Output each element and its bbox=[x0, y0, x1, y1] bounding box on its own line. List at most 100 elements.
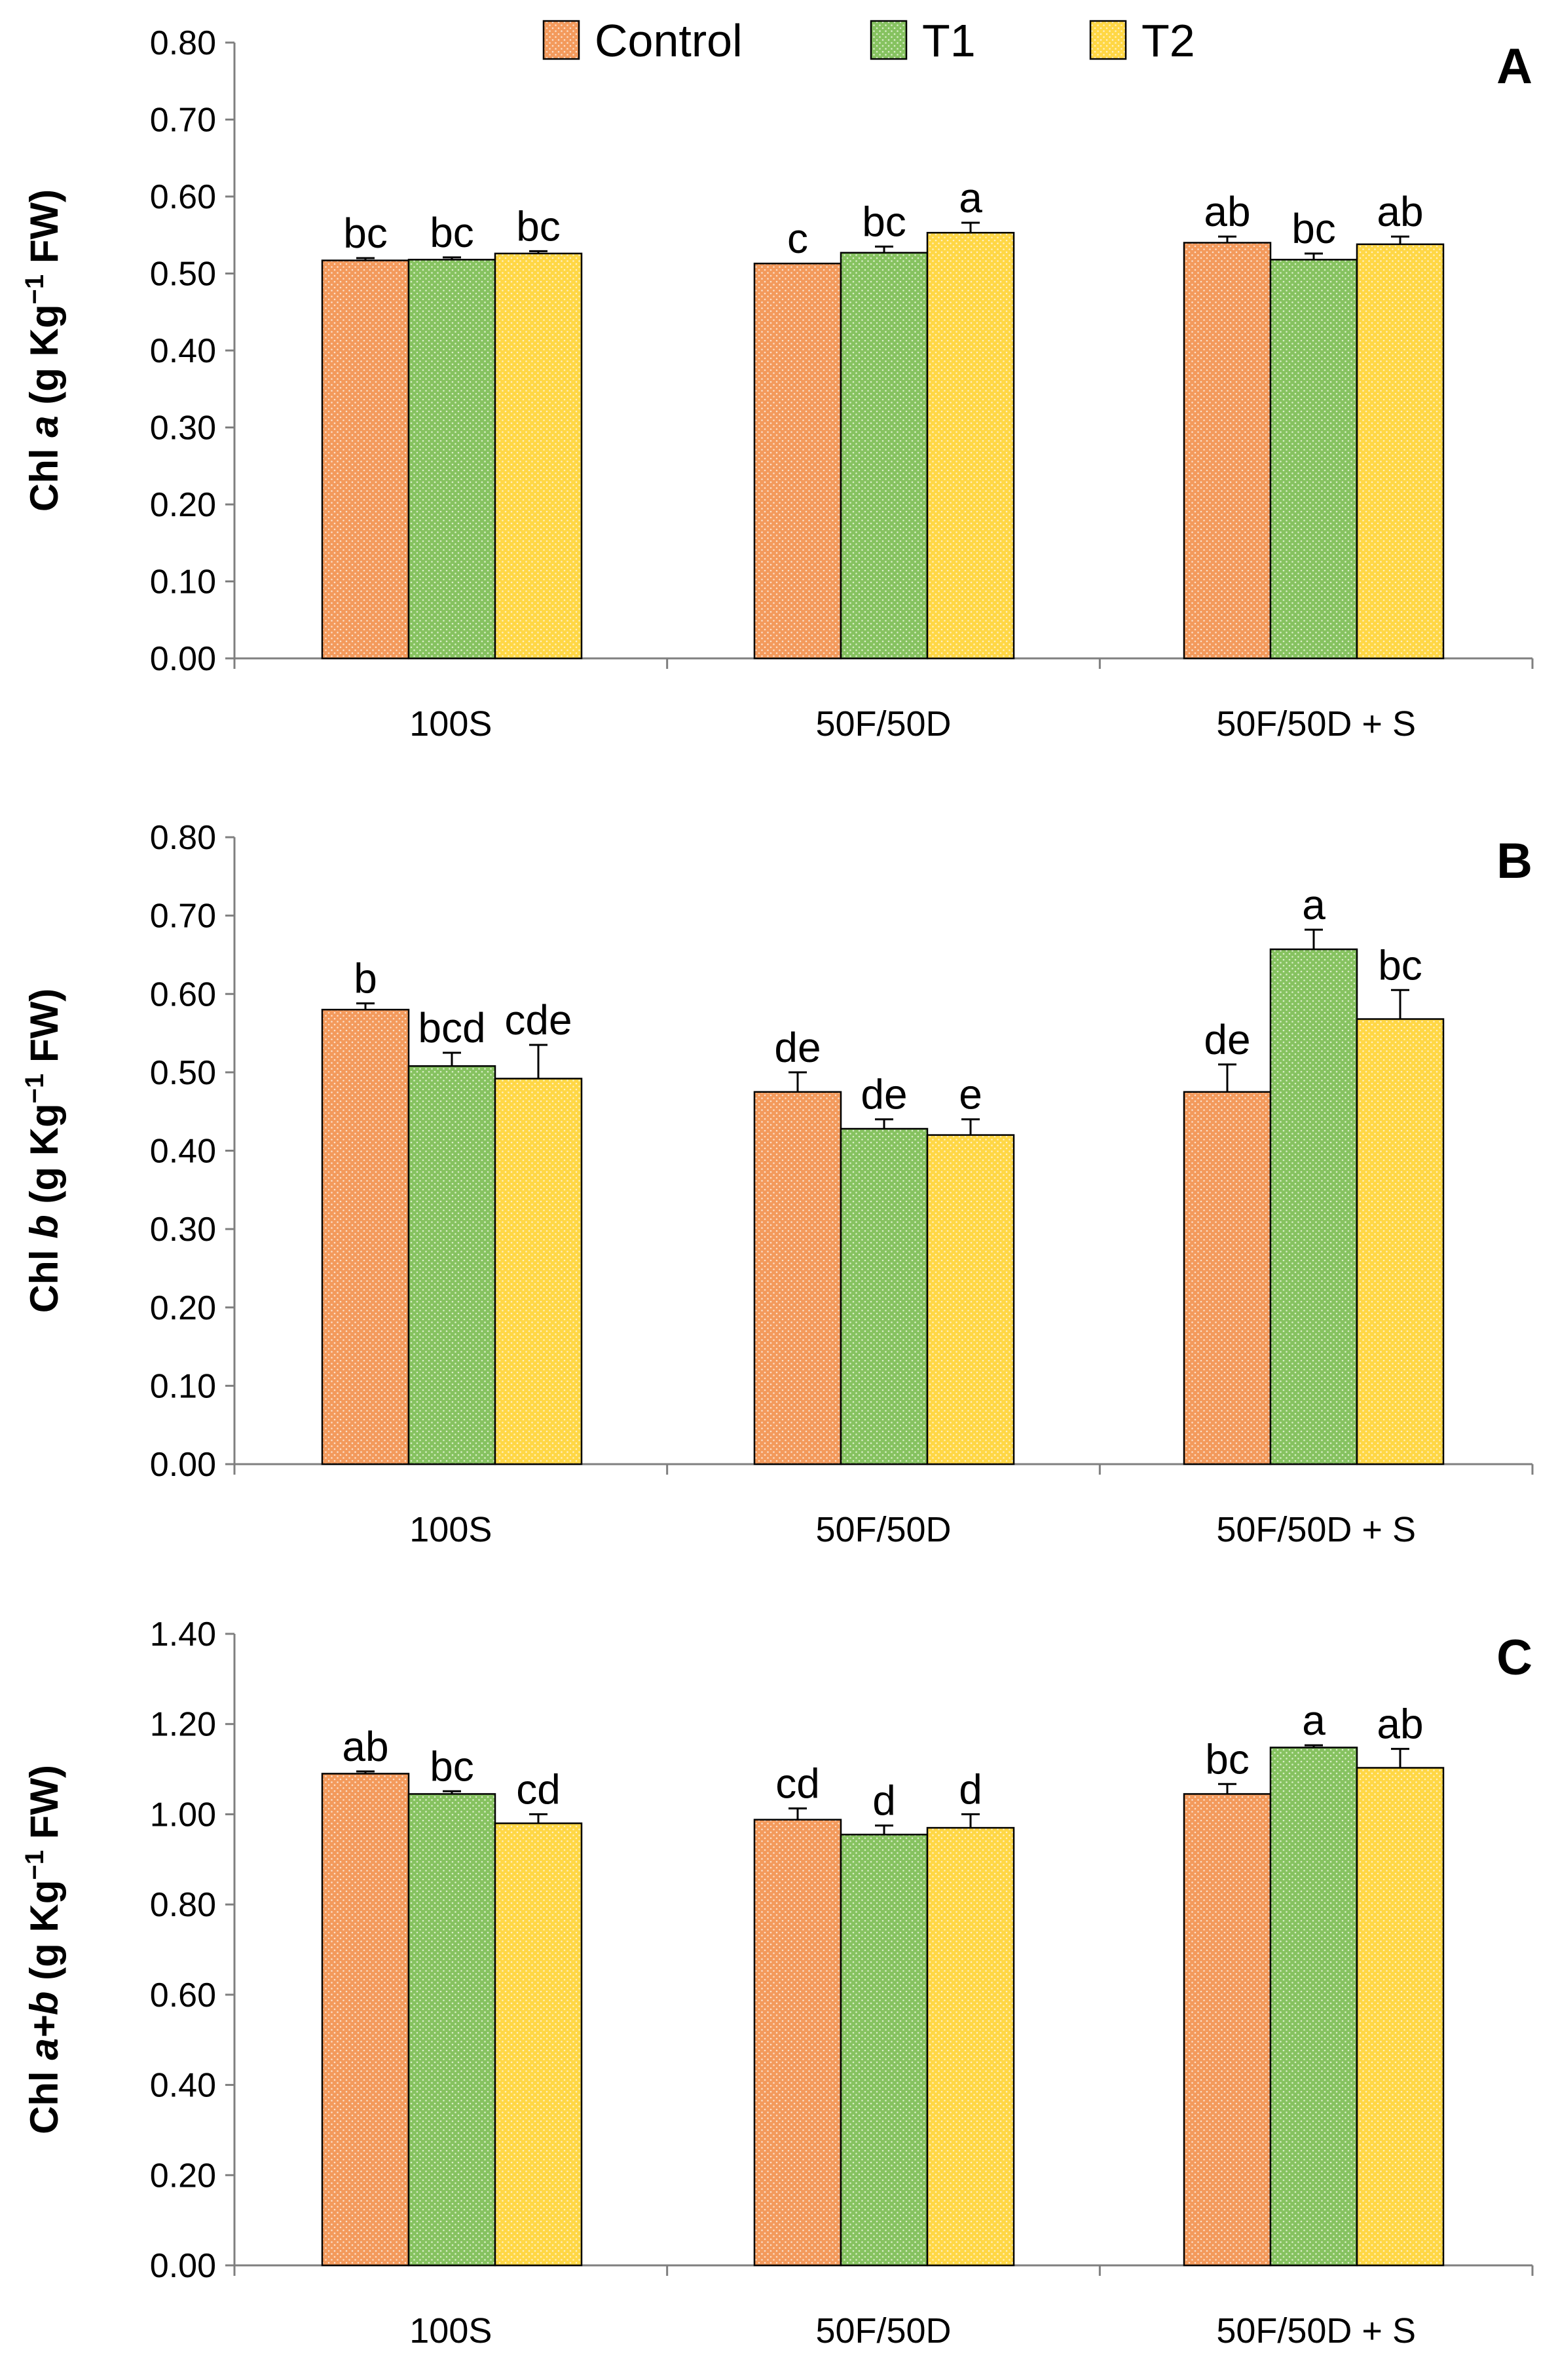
significance-label: a bbox=[1302, 1697, 1326, 1744]
significance-label: bc bbox=[430, 1743, 474, 1790]
y-tick-label: 0.00 bbox=[150, 1446, 216, 1484]
significance-label: bc bbox=[1378, 941, 1422, 989]
bar-t1 bbox=[840, 252, 929, 660]
significance-label: cd bbox=[516, 1766, 561, 1813]
y-tick-label: 0.80 bbox=[150, 1886, 216, 1924]
bar-control bbox=[753, 262, 842, 660]
significance-label: ab bbox=[1377, 188, 1423, 235]
significance-label: bc bbox=[1205, 1735, 1250, 1783]
y-tick-label: 0.40 bbox=[150, 1133, 216, 1171]
bar-control bbox=[321, 1008, 410, 1465]
significance-label: cd bbox=[775, 1760, 820, 1807]
panel-letter: B bbox=[1496, 833, 1532, 889]
legend-item-t2: T2 bbox=[1089, 15, 1195, 66]
legend-swatch bbox=[870, 20, 908, 60]
y-tick-label: 0.20 bbox=[150, 1289, 216, 1327]
bar-control bbox=[1183, 1793, 1272, 2267]
significance-label: cde bbox=[504, 996, 572, 1044]
bar-t2 bbox=[926, 1826, 1015, 2267]
bar-t2 bbox=[926, 1134, 1015, 1465]
y-tick-label: 0.60 bbox=[150, 975, 216, 1013]
y-tick-label: 0.70 bbox=[150, 102, 216, 140]
panel-letter: C bbox=[1496, 1630, 1532, 1686]
legend-item-t1: T1 bbox=[870, 15, 976, 66]
legend-label: Control bbox=[595, 15, 743, 66]
bar-t2 bbox=[494, 1078, 583, 1465]
y-tick-label: 0.30 bbox=[150, 1211, 216, 1249]
bar-t2 bbox=[1356, 1767, 1445, 2267]
legend-swatch bbox=[542, 20, 580, 60]
x-tick-label: 50F/50D + S bbox=[1216, 1510, 1416, 1549]
bar-control bbox=[1183, 1091, 1272, 1465]
y-tick-label: 0.30 bbox=[150, 409, 216, 447]
bar-control bbox=[321, 1773, 410, 2267]
bar-t1 bbox=[407, 1065, 496, 1465]
y-tick-label: 0.40 bbox=[150, 2067, 216, 2105]
panel-b: 0.00 0.10 0.20 0.30 0.40 0.50 0.60 0.70 0.80 100S… bbox=[20, 819, 1534, 1549]
y-tick-label: 0.80 bbox=[150, 24, 216, 62]
y-tick-label: 0.10 bbox=[150, 563, 216, 601]
y-tick-label: 0.50 bbox=[150, 255, 216, 293]
significance-label: ab bbox=[1377, 1701, 1423, 1748]
y-tick-label: 0.10 bbox=[150, 1367, 216, 1405]
significance-label: b bbox=[354, 955, 377, 1002]
bar-t2 bbox=[494, 1822, 583, 2267]
significance-label: de bbox=[774, 1024, 821, 1071]
legend: Control T1 T2 bbox=[542, 15, 1195, 66]
bar-t2 bbox=[926, 231, 1015, 660]
x-tick-label: 50F/50D + S bbox=[1216, 2311, 1416, 2351]
legend-label: T1 bbox=[922, 15, 976, 66]
x-tick-label: 50F/50D + S bbox=[1216, 704, 1416, 744]
significance-label: d bbox=[872, 1777, 896, 1824]
significance-label: bc bbox=[430, 209, 474, 256]
significance-label: de bbox=[1204, 1016, 1250, 1063]
y-tick-label: 0.00 bbox=[150, 2247, 216, 2285]
legend-item-control: Control bbox=[542, 15, 743, 66]
y-tick-label: 0.40 bbox=[150, 332, 216, 370]
bar-t2 bbox=[1356, 243, 1445, 660]
x-tick-label: 50F/50D bbox=[815, 2311, 951, 2351]
bar-t1 bbox=[407, 1793, 496, 2267]
bar-t1 bbox=[1269, 259, 1358, 660]
y-tick-label: 0.60 bbox=[150, 1976, 216, 2014]
y-tick-label: 0.60 bbox=[150, 178, 216, 216]
panel-c: 0.00 0.20 0.40 0.60 0.80 1.00 1.20 1.40 100S 50F/… bbox=[20, 1615, 1534, 2351]
x-tick-label: 100S bbox=[409, 704, 492, 744]
significance-label: c bbox=[787, 215, 808, 262]
bar-t1 bbox=[407, 259, 496, 660]
bar-control bbox=[1183, 242, 1272, 660]
x-tick-label: 100S bbox=[409, 1510, 492, 1549]
bar-t1 bbox=[1269, 948, 1358, 1465]
legend-label: T2 bbox=[1141, 15, 1195, 66]
significance-label: bc bbox=[1291, 205, 1336, 252]
bar-t1 bbox=[1269, 1747, 1358, 2267]
y-tick-label: 1.00 bbox=[150, 1796, 216, 1834]
significance-label: e bbox=[959, 1071, 982, 1118]
bar-control bbox=[753, 1091, 842, 1465]
significance-label: de bbox=[861, 1071, 907, 1118]
x-tick-label: 50F/50D bbox=[815, 1510, 951, 1549]
y-tick-label: 0.70 bbox=[150, 897, 216, 935]
significance-label: bc bbox=[862, 198, 906, 245]
bar-t1 bbox=[840, 1834, 929, 2267]
y-axis-label: Chl a+b (g Kg−1 FW) bbox=[20, 1765, 66, 2134]
significance-label: bcd bbox=[418, 1004, 485, 1051]
x-tick-label: 50F/50D bbox=[815, 704, 951, 744]
significance-label: a bbox=[1302, 881, 1326, 928]
bar-t2 bbox=[1356, 1018, 1445, 1465]
significance-label: bc bbox=[343, 210, 388, 257]
y-tick-label: 0.20 bbox=[150, 486, 216, 524]
y-tick-label: 0.20 bbox=[150, 2157, 216, 2195]
significance-label: ab bbox=[1204, 188, 1250, 235]
significance-label: a bbox=[959, 174, 982, 221]
panel-letter: A bbox=[1496, 39, 1532, 94]
chart-panels: 0.00 0.10 0.20 0.30 0.40 0.50 0.60 0.70 0.80 100S… bbox=[20, 24, 1534, 2351]
y-tick-label: 0.50 bbox=[150, 1054, 216, 1092]
bar-control bbox=[321, 259, 410, 660]
y-tick-label: 0.00 bbox=[150, 640, 216, 678]
y-tick-label: 1.40 bbox=[150, 1615, 216, 1653]
bar-control bbox=[753, 1819, 842, 2267]
y-axis-label: Chl a (g Kg−1 FW) bbox=[20, 189, 66, 512]
bar-t2 bbox=[494, 252, 583, 660]
